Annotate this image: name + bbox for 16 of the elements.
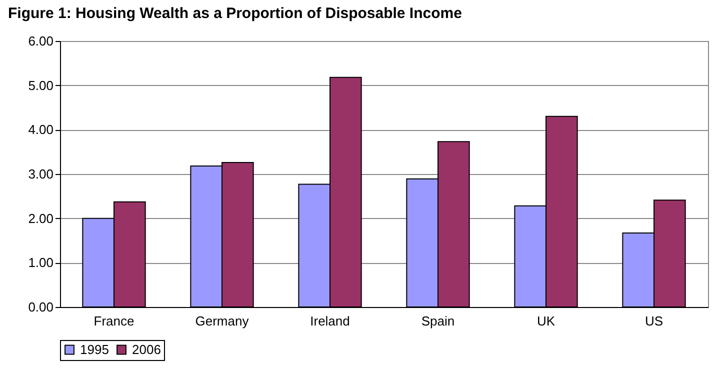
x-tick-label: Spain bbox=[421, 314, 455, 328]
y-tick-label: 0.00 bbox=[28, 300, 54, 314]
y-tick-label: 6.00 bbox=[28, 34, 54, 48]
x-tick-label: France bbox=[94, 314, 134, 328]
legend-label: 1995 bbox=[80, 342, 109, 357]
x-tick-label: Ireland bbox=[310, 314, 350, 328]
chart-title: Figure 1: Housing Wealth as a Proportion of Disposable Income bbox=[8, 5, 462, 22]
x-tick-label: Germany bbox=[195, 314, 250, 328]
legend-label: 2006 bbox=[132, 342, 161, 357]
y-tick-label: 3.00 bbox=[28, 166, 54, 182]
y-tick-label: 5.00 bbox=[28, 78, 54, 93]
y-tick-label: 4.00 bbox=[28, 122, 54, 138]
y-tick-label: 1.00 bbox=[28, 255, 54, 270]
y-tick-label: 2.00 bbox=[28, 210, 54, 226]
x-tick-label: US bbox=[644, 314, 664, 328]
x-tick-label: UK bbox=[536, 314, 556, 328]
